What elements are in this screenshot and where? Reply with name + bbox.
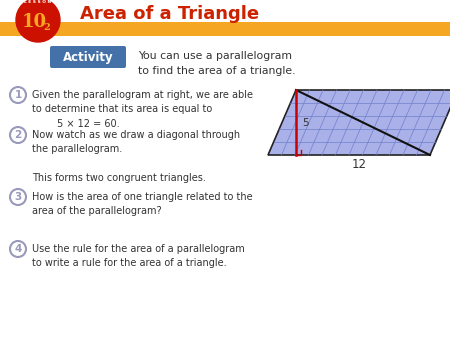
Text: L E S S O N: L E S S O N: [24, 0, 52, 4]
Text: 5: 5: [302, 118, 309, 127]
Text: 10: 10: [22, 13, 46, 31]
Text: 2: 2: [44, 23, 50, 31]
Text: Given the parallelogram at right, we are able
to determine that its area is equa: Given the parallelogram at right, we are…: [32, 90, 253, 129]
Text: You can use a parallelogram
to find the area of a triangle.: You can use a parallelogram to find the …: [138, 51, 296, 76]
FancyBboxPatch shape: [50, 46, 126, 68]
Circle shape: [16, 0, 60, 42]
Text: 2: 2: [14, 130, 22, 140]
Text: 12: 12: [351, 158, 366, 170]
Text: 3: 3: [14, 192, 22, 202]
Text: Use the rule for the area of a parallelogram
to write a rule for the area of a t: Use the rule for the area of a parallelo…: [32, 244, 245, 268]
Text: Now watch as we draw a diagonal through
the parallelogram.

This forms two congr: Now watch as we draw a diagonal through …: [32, 130, 240, 183]
Text: 1: 1: [14, 90, 22, 100]
Polygon shape: [268, 90, 450, 155]
Text: Area of a Triangle: Area of a Triangle: [80, 5, 259, 23]
Text: Activity: Activity: [63, 50, 113, 64]
Text: How is the area of one triangle related to the
area of the parallelogram?: How is the area of one triangle related …: [32, 192, 252, 216]
Bar: [0, 22, 450, 36]
Text: 4: 4: [14, 244, 22, 254]
